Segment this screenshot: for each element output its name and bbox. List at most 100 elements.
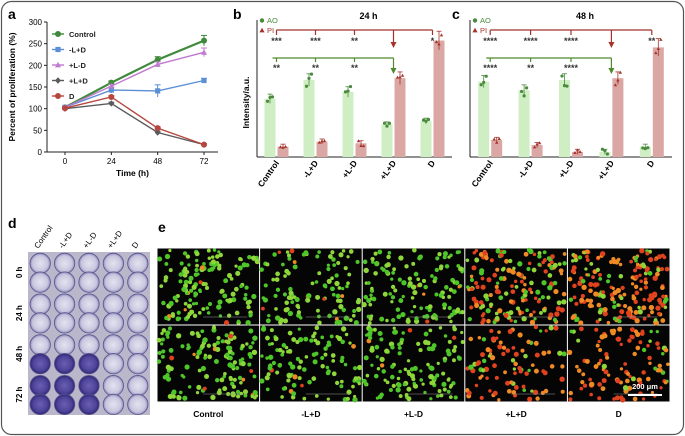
data-point xyxy=(155,125,161,131)
cell xyxy=(623,293,627,297)
micrograph-column-label: Control xyxy=(193,409,223,419)
cell xyxy=(248,328,253,333)
cell xyxy=(348,341,351,344)
cell xyxy=(567,350,572,355)
cell xyxy=(196,391,199,394)
x-tick-label: -L+D xyxy=(301,158,320,179)
cell xyxy=(430,274,434,278)
cell xyxy=(534,341,539,346)
cell xyxy=(411,377,415,381)
cell xyxy=(660,318,665,323)
cell xyxy=(522,388,526,392)
cell xyxy=(169,348,174,353)
cell xyxy=(322,297,326,301)
micrographs-e: 200 μmControl -L+D +L-D +L+D D xyxy=(157,248,670,419)
cell xyxy=(234,287,239,292)
replicate-point xyxy=(427,118,430,121)
cell xyxy=(502,250,506,254)
cell xyxy=(534,297,538,301)
cell xyxy=(549,325,554,330)
cell xyxy=(332,293,336,297)
cell xyxy=(366,374,370,378)
cell xyxy=(507,389,512,394)
cell xyxy=(642,298,645,301)
cell xyxy=(432,347,435,350)
cell xyxy=(168,301,173,306)
cell xyxy=(418,348,422,352)
plate-well xyxy=(30,313,50,333)
cell xyxy=(647,314,650,317)
plate-well xyxy=(79,335,99,355)
plate-row-label: 48 h xyxy=(15,346,24,362)
x-tick-label: D xyxy=(645,158,657,169)
cell xyxy=(249,369,253,373)
cell xyxy=(596,268,600,272)
cell xyxy=(233,360,237,364)
cell xyxy=(401,331,404,334)
cell xyxy=(589,299,594,304)
cell xyxy=(354,320,359,325)
cell xyxy=(412,290,417,295)
cell xyxy=(164,316,168,320)
cell xyxy=(199,280,203,284)
cell xyxy=(516,306,520,310)
cell xyxy=(410,367,414,371)
cell xyxy=(419,306,423,310)
cell xyxy=(623,304,627,308)
cell xyxy=(525,308,529,312)
cell xyxy=(216,304,221,309)
cell xyxy=(222,293,227,298)
cell xyxy=(370,346,374,350)
cell xyxy=(657,254,662,259)
bar-group-D: D xyxy=(640,38,664,169)
x-tick-label: +L+D xyxy=(378,158,398,181)
cell xyxy=(444,334,447,337)
cell xyxy=(323,283,327,287)
cell xyxy=(561,299,566,304)
cell xyxy=(495,285,499,289)
y-tick-label: 150 xyxy=(29,83,43,92)
cell xyxy=(352,309,356,313)
cell xyxy=(502,346,506,350)
cell xyxy=(176,333,181,338)
cell xyxy=(320,356,324,360)
legend-label: D xyxy=(69,92,75,101)
cell xyxy=(530,320,535,325)
plate-well xyxy=(79,375,99,395)
micrograph-tile xyxy=(465,248,567,325)
cell xyxy=(255,259,260,264)
cell xyxy=(344,316,349,321)
cell xyxy=(486,347,491,352)
cell xyxy=(239,381,243,385)
cell xyxy=(492,273,497,278)
cell xyxy=(589,262,593,266)
cell xyxy=(664,381,668,385)
cell xyxy=(537,254,541,258)
cell xyxy=(196,385,201,390)
cell xyxy=(276,288,280,292)
cell xyxy=(327,279,332,284)
cell xyxy=(354,376,358,380)
cell xyxy=(661,295,665,299)
x-axis-title: Time (h) xyxy=(116,168,149,178)
cell xyxy=(406,396,411,401)
cell xyxy=(341,326,346,331)
cell xyxy=(658,364,662,368)
cell xyxy=(345,285,349,289)
cell xyxy=(194,272,198,276)
cell xyxy=(593,292,598,297)
cell xyxy=(305,298,310,303)
cell xyxy=(523,283,527,287)
cell xyxy=(274,336,279,341)
y-tick-label: 200 xyxy=(29,61,43,70)
cell xyxy=(235,311,240,316)
cell xyxy=(447,295,451,299)
cell xyxy=(481,368,485,372)
cell xyxy=(523,276,527,280)
cell xyxy=(195,251,200,256)
cell xyxy=(569,391,573,395)
legend-label: Control xyxy=(69,30,96,39)
y-tick-label: 300 xyxy=(29,18,43,27)
cell xyxy=(483,251,488,256)
cell xyxy=(533,253,537,257)
